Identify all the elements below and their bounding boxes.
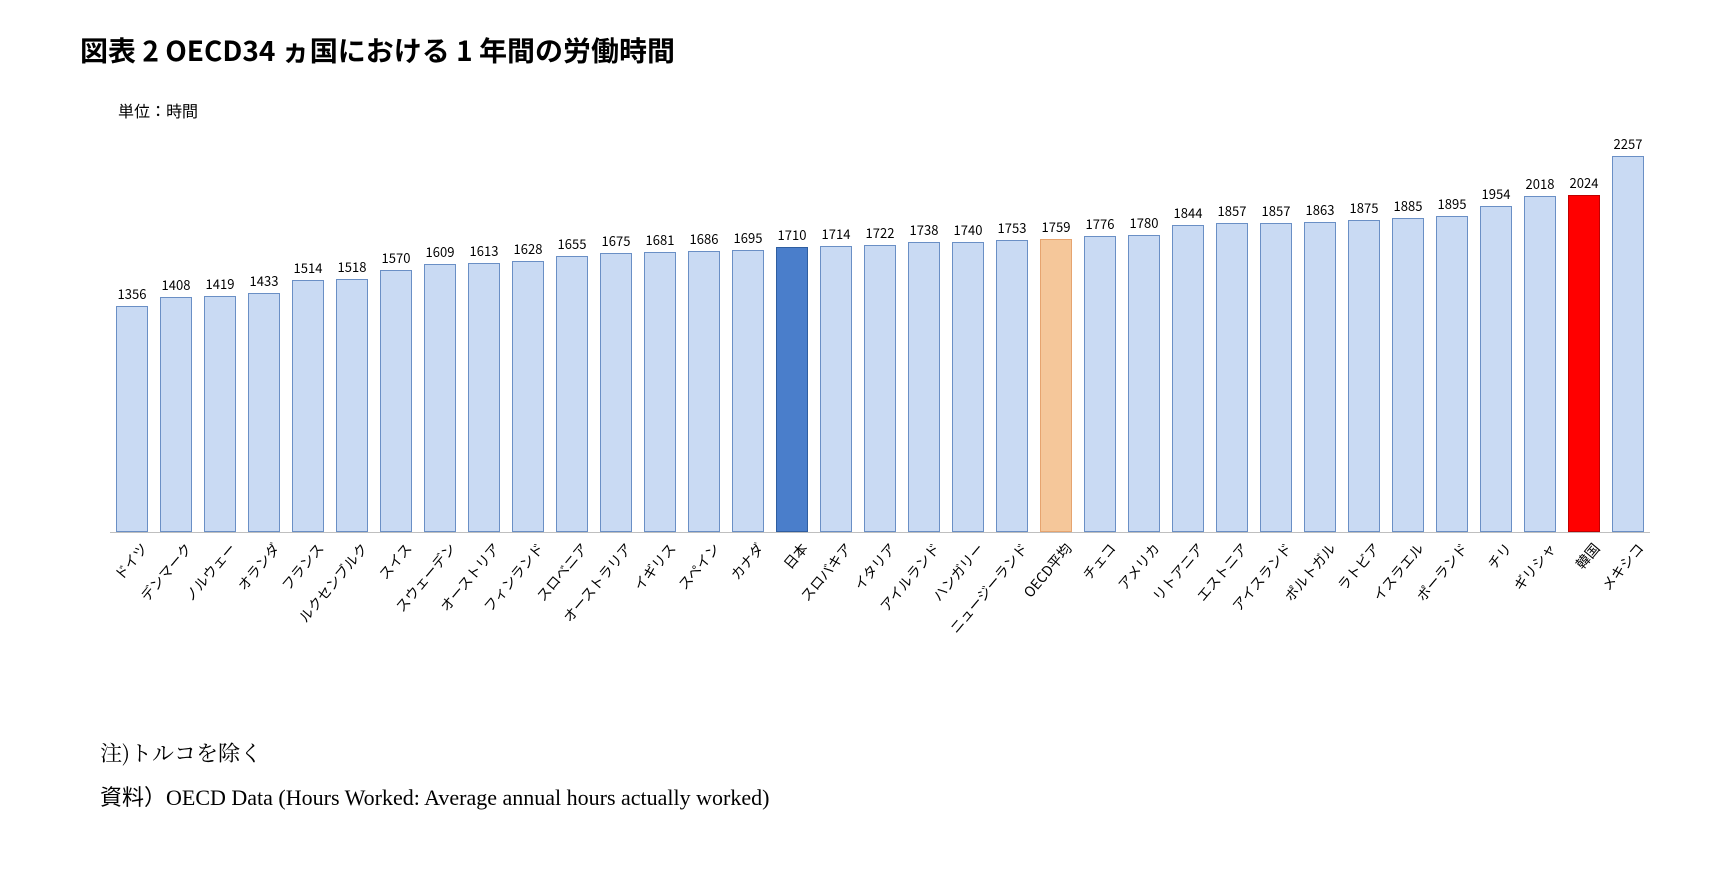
bar: 1518 [336,279,369,532]
bar: 1686 [688,251,721,532]
bar: 1356 [116,306,149,532]
bar-value-label: 1613 [470,241,499,260]
bar: 1613 [468,263,501,532]
bar-value-label: 1780 [1130,213,1159,232]
bar: 1419 [204,296,237,533]
bar-value-label: 1518 [338,257,367,276]
bar: 1740 [952,242,985,532]
bar-value-label: 2257 [1614,134,1643,153]
category-label: カナダ [726,539,768,584]
chart-title: 図表 2 OECD34 ヵ国における 1 年間の労働時間 [80,30,1673,70]
bar: 1675 [600,253,633,532]
bar-value-label: 1759 [1042,217,1071,236]
bar: 1433 [248,293,281,532]
bar-value-label: 1714 [822,224,851,243]
category-label: チリ [1483,539,1516,573]
bar: 1710 [776,247,809,532]
bar: 1408 [160,297,193,532]
bar: 1722 [864,245,897,532]
note-text: 注)トルコを除く [100,737,1673,768]
bar: 1609 [424,264,457,532]
bar-value-label: 1609 [426,242,455,261]
bar: 1780 [1128,235,1161,532]
category-label: スイス [374,539,416,584]
bar: 1875 [1348,220,1381,533]
bar-value-label: 1686 [690,229,719,248]
bar: 1885 [1392,218,1425,532]
category-label: スペイン [674,539,725,594]
bar-value-label: 1722 [866,223,895,242]
bar-value-label: 1408 [162,275,191,294]
bar-value-label: 1844 [1174,203,1203,222]
bar-chart: 1356 1408 1419 1433 1514 1518 1570 1609 1613 1628… [110,132,1633,703]
bar-value-label: 1776 [1086,214,1115,233]
bar: 2018 [1524,196,1557,532]
category-label: チェコ [1078,539,1120,584]
x-axis-labels: ドイツデンマークノルウェーオランダフランスルクセンブルクスイススウェーデンオース… [110,533,1650,703]
category-label: オランダ [233,539,284,595]
category-label: ギリシャ [1509,539,1560,595]
category-label: 韓国 [1571,539,1604,573]
bar-value-label: 1885 [1394,196,1423,215]
bar-value-label: 1675 [602,231,631,250]
bar-value-label: 1753 [998,218,1027,237]
source-text: 資料）OECD Data (Hours Worked: Average annu… [100,780,1673,812]
bar: 1895 [1436,216,1469,532]
bar: 1570 [380,270,413,532]
bar: 1863 [1304,222,1337,533]
bar: 1857 [1260,223,1293,533]
bar-value-label: 1433 [250,271,279,290]
bar: 1857 [1216,223,1249,533]
category-label: ドイツ [110,539,152,584]
bar: 1514 [292,280,325,532]
bar: 1776 [1084,236,1117,532]
bar: 1695 [732,250,765,533]
bar-value-label: 1356 [118,284,147,303]
bar-value-label: 1895 [1438,194,1467,213]
bar: 1738 [908,242,941,532]
bar-value-label: 1695 [734,228,763,247]
category-label: メキシコ [1597,539,1648,595]
bar: 1753 [996,240,1029,532]
footnotes: 注)トルコを除く 資料）OECD Data (Hours Worked: Ave… [100,737,1673,812]
bar-value-label: 1681 [646,230,675,249]
unit-label: 単位：時間 [118,98,1673,122]
category-label: 日本 [779,539,812,573]
bar-value-label: 1628 [514,239,543,258]
bar: 1954 [1480,206,1513,532]
bar-value-label: 1857 [1218,201,1247,220]
bar-value-label: 1655 [558,234,587,253]
bar: 1759 [1040,239,1073,532]
bar: 1681 [644,252,677,532]
bar-value-label: 1514 [294,258,323,277]
bar-value-label: 1954 [1482,184,1511,203]
bar: 1655 [556,256,589,532]
bar-value-label: 2024 [1570,173,1599,192]
bar: 1628 [512,261,545,532]
plot-area: 1356 1408 1419 1433 1514 1518 1570 1609 1613 1628… [110,132,1650,533]
bar: 2257 [1612,156,1645,532]
bar: 2024 [1568,195,1601,532]
bar-value-label: 1740 [954,220,983,239]
bar-value-label: 2018 [1526,174,1555,193]
bar-value-label: 1710 [778,225,807,244]
bar-value-label: 1570 [382,248,411,267]
bar-value-label: 1863 [1306,200,1335,219]
category-label: イギリス [629,539,680,595]
bar-value-label: 1419 [206,274,235,293]
bar: 1714 [820,246,853,532]
bar-value-label: 1857 [1262,201,1291,220]
bar-value-label: 1738 [910,220,939,239]
bar: 1844 [1172,225,1205,532]
bar-value-label: 1875 [1350,198,1379,217]
